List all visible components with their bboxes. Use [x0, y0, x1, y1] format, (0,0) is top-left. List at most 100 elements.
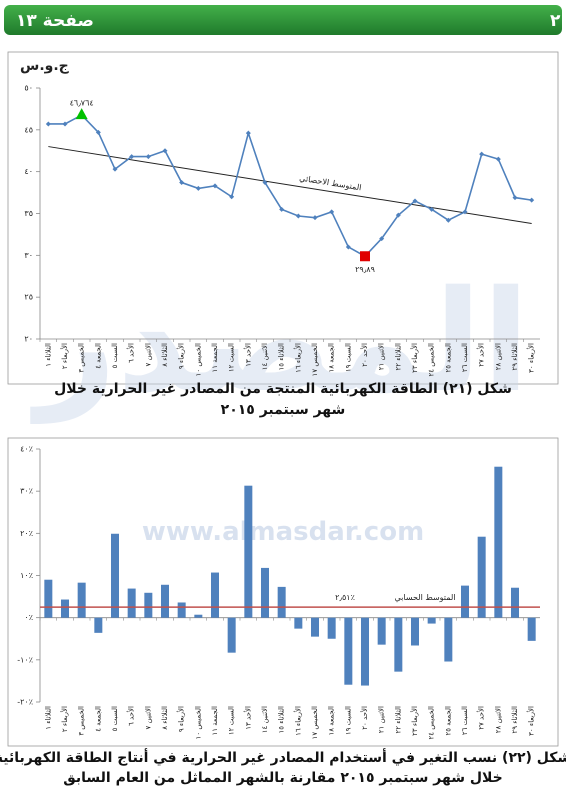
data-point — [345, 244, 351, 250]
mean-label: ٢٫٥١٪ — [335, 593, 355, 602]
bar — [144, 592, 153, 618]
x-tick-label: الجمعة ١١ — [211, 343, 219, 373]
y-tick-label: -١٠٪ — [17, 655, 33, 664]
bar — [227, 617, 236, 653]
x-tick-label: الاثنين ٢٨ — [494, 706, 502, 733]
x-tick-label: الأربعاء ٩ — [177, 343, 186, 369]
x-tick-label: الجمعة ٤ — [94, 706, 102, 732]
bar — [511, 587, 519, 618]
data-point — [212, 183, 218, 189]
x-tick-label: الخميس ١٧ — [311, 706, 319, 739]
data-point — [329, 209, 335, 215]
data-point — [229, 194, 235, 200]
x-tick-label: الأربعاء ٢ — [60, 706, 69, 732]
x-tick-label: الثلاثاء ١ — [44, 706, 52, 730]
bar — [477, 536, 486, 618]
header-bar — [4, 5, 562, 35]
x-tick-label: الثلاثاء ٢٢ — [394, 706, 402, 734]
x-tick-label: السبت ١٢ — [228, 706, 236, 735]
data-point — [45, 121, 51, 127]
x-tick-label: الثلاثاء ٨ — [161, 706, 169, 730]
bar — [461, 585, 469, 618]
x-tick-label: الجمعة ٤ — [94, 343, 102, 369]
x-tick-label: الأحد ١٣ — [243, 706, 252, 730]
max-marker — [75, 108, 88, 120]
bar — [377, 617, 386, 645]
data-point — [95, 129, 101, 135]
x-tick-label: الخميس ١٠ — [194, 706, 202, 739]
caption: خلال شهر سبتمبر ٢٠١٥ مقارنة بالشهر المما… — [63, 770, 502, 786]
y-tick-label: ٥٠ — [24, 84, 33, 93]
x-tick-label: السبت ١٩ — [344, 706, 352, 735]
mean-name: المتوسط الحسابي — [395, 593, 456, 602]
data-point — [445, 217, 451, 223]
x-tick-label: السبت ١٩ — [344, 343, 352, 372]
page-number: صفحة ١٣ — [16, 11, 94, 31]
y-tick-label: ٣٥ — [24, 209, 33, 218]
bar — [494, 466, 503, 618]
x-tick-label: الأربعاء ٩ — [177, 706, 186, 732]
x-tick-label: الخميس ٢٤ — [428, 343, 436, 376]
x-tick-label: الأربعاء ١٦ — [293, 706, 302, 736]
bar — [311, 617, 319, 637]
bar — [111, 533, 119, 618]
y-tick-label: ١٠٪ — [20, 571, 33, 580]
y-tick-label: ٣٠٪ — [20, 487, 33, 496]
x-tick-label: الجمعة ١١ — [211, 706, 219, 736]
data-point — [395, 212, 401, 218]
data-point — [245, 130, 251, 136]
data-point — [379, 236, 385, 242]
x-tick-label: الاثنين ٢١ — [378, 343, 386, 370]
header-title: تقرير مرصد الكهرباء – أغسطس ٢٠١٥ — [550, 9, 566, 31]
caption: شكل (٢١) الطاقة الكهربائية المنتجة من ال… — [54, 381, 512, 397]
bar — [94, 617, 103, 633]
bar — [77, 582, 86, 618]
bar — [444, 617, 453, 662]
bar — [344, 617, 353, 685]
x-tick-label: الثلاثاء ١٥ — [278, 706, 286, 734]
x-tick-label: الأربعاء ٢ — [60, 343, 69, 369]
x-tick-label: الخميس ٣ — [78, 343, 86, 373]
x-tick-label: الخميس ٣ — [78, 706, 86, 736]
y-tick-label: ٢٥ — [24, 293, 33, 302]
x-tick-label: الأحد ٢٧ — [477, 706, 486, 730]
x-tick-label: الثلاثاء ٢٩ — [511, 706, 519, 734]
bar — [394, 617, 403, 672]
y-tick-label: ٠٪ — [24, 613, 33, 622]
x-tick-label: الاثنين ١٤ — [261, 343, 269, 370]
bar — [327, 617, 336, 639]
data-point — [312, 215, 318, 221]
x-tick-label: السبت ٢٦ — [461, 343, 469, 372]
data-point — [162, 148, 168, 154]
x-tick-label: الثلاثاء ١٥ — [278, 343, 286, 371]
y-tick-label: ٤٠ — [24, 167, 33, 176]
x-tick-label: الأحد ٦ — [127, 706, 136, 726]
data-point — [529, 197, 535, 203]
data-point — [145, 154, 151, 160]
x-tick-label: الأربعاء ٢٣ — [410, 706, 419, 736]
caption: شكل (٢٢) نسب التغير في أستخدام المصادر غ… — [0, 748, 566, 766]
y-tick-label: ٤٥ — [24, 125, 33, 134]
bar — [361, 617, 369, 686]
x-tick-label: الثلاثاء ٨ — [161, 343, 169, 367]
x-tick-label: الجمعة ١٨ — [328, 343, 336, 373]
x-tick-label: الجمعة ٢٥ — [444, 706, 452, 736]
chart-frame — [7, 51, 559, 385]
data-point — [62, 121, 68, 127]
data-point — [262, 180, 268, 186]
bar — [177, 602, 186, 618]
bar — [127, 588, 136, 618]
bar — [261, 567, 269, 618]
bar — [411, 617, 419, 646]
data-point — [179, 180, 185, 186]
x-tick-label: الثلاثاء ١ — [44, 343, 52, 367]
x-tick-label: الاثنين ٢٨ — [494, 343, 502, 370]
x-tick-label: الأحد ٢٠ — [360, 706, 369, 730]
x-tick-label: الثلاثاء ٢٩ — [511, 343, 519, 371]
bar — [211, 572, 219, 618]
x-tick-label: الأحد ١٣ — [243, 343, 252, 367]
x-tick-label: الجمعة ٢٥ — [444, 343, 452, 373]
data-point — [479, 151, 485, 157]
